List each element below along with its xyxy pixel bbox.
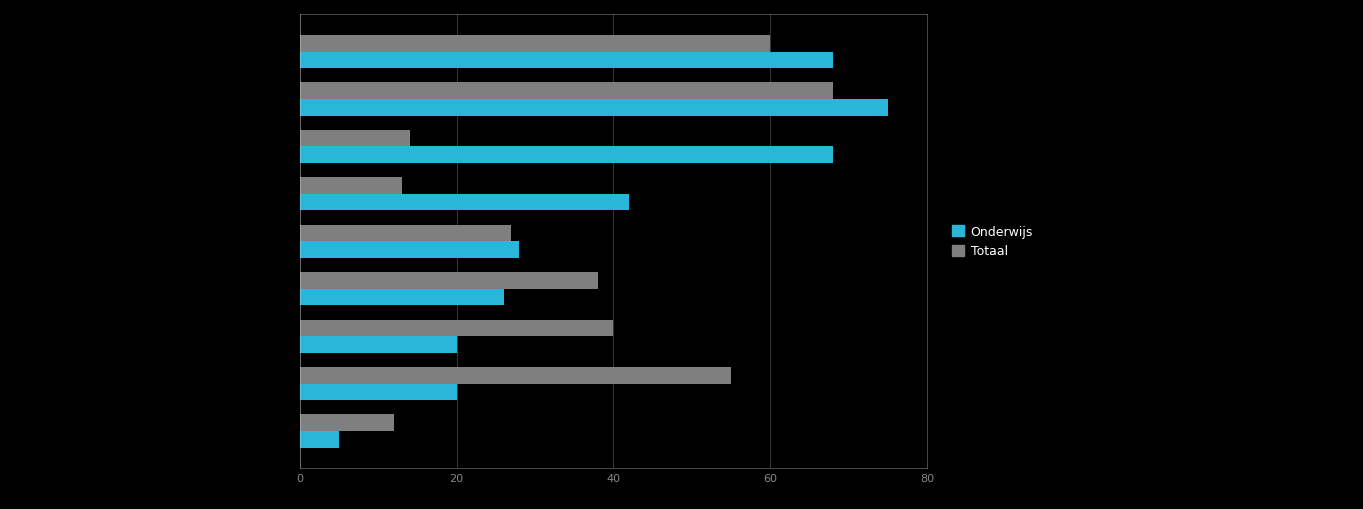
Bar bbox=[300, 384, 457, 401]
Bar bbox=[300, 36, 770, 52]
Bar bbox=[300, 83, 833, 100]
Bar bbox=[300, 289, 504, 306]
Bar bbox=[300, 130, 410, 147]
Bar bbox=[300, 225, 511, 242]
Bar bbox=[300, 336, 457, 353]
Bar bbox=[300, 367, 731, 384]
Bar bbox=[300, 100, 887, 117]
Bar bbox=[300, 272, 598, 289]
Bar bbox=[300, 242, 519, 259]
Bar bbox=[300, 178, 402, 194]
Bar bbox=[300, 52, 833, 69]
Bar bbox=[300, 320, 613, 336]
Bar bbox=[300, 431, 339, 448]
Bar bbox=[300, 194, 630, 211]
Bar bbox=[300, 414, 394, 431]
Legend: Onderwijs, Totaal: Onderwijs, Totaal bbox=[951, 225, 1033, 258]
Bar bbox=[300, 147, 833, 164]
